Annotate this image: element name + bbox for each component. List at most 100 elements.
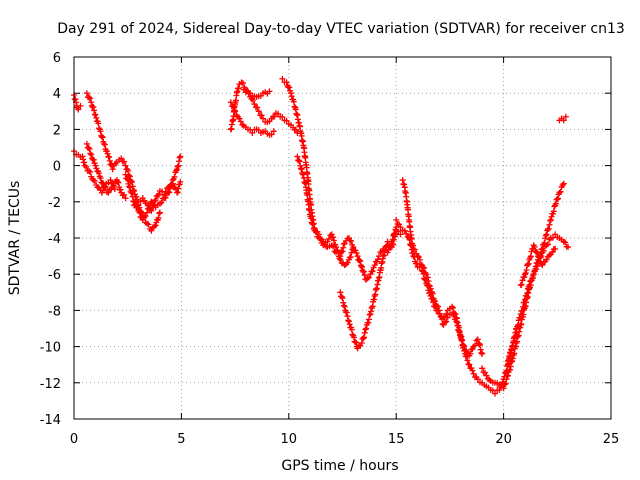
data-point [403, 230, 410, 237]
data-point [88, 151, 95, 158]
data-point [123, 175, 130, 182]
data-point [557, 188, 564, 195]
data-point [177, 153, 184, 160]
data-point [556, 189, 563, 196]
data-point [83, 90, 90, 97]
data-point [87, 95, 94, 102]
data-point [154, 192, 161, 199]
data-point [344, 313, 351, 320]
x-tick-label: 10 [281, 432, 298, 447]
data-point [479, 365, 486, 372]
data-point [348, 249, 355, 256]
data-point [150, 202, 157, 209]
data-point [426, 289, 433, 296]
data-point [544, 241, 551, 248]
data-point [397, 224, 404, 231]
data-point [361, 329, 368, 336]
data-point [459, 337, 466, 344]
data-point [539, 262, 546, 269]
data-point [418, 267, 425, 274]
data-point [114, 178, 121, 185]
data-point [526, 282, 533, 289]
data-point [362, 326, 369, 333]
data-point [158, 199, 165, 206]
y-tick-label: 6 [53, 51, 61, 66]
data-point [234, 88, 241, 95]
data-point [560, 180, 567, 187]
data-point [517, 314, 524, 321]
data-point [177, 178, 184, 185]
data-point [129, 193, 136, 200]
data-point [360, 335, 367, 342]
data-point [249, 130, 256, 137]
data-point [93, 114, 100, 121]
data-point [371, 262, 378, 269]
y-axis-ticks: -14 -12 -10 -8 -6 -4 -2 0 2 4 6 [40, 51, 611, 428]
data-point [271, 113, 278, 120]
data-point [330, 234, 337, 241]
data-point [139, 216, 146, 223]
data-point [330, 237, 337, 244]
data-point [389, 236, 396, 243]
data-point [559, 182, 566, 189]
data-point [251, 101, 258, 108]
data-point [239, 80, 246, 87]
data-point [130, 197, 137, 204]
y-axis-label: SDTVAR / TECUs [7, 181, 23, 296]
data-point [268, 131, 275, 138]
data-point [339, 295, 346, 302]
data-point [363, 325, 370, 332]
data-point [436, 311, 443, 318]
data-point [320, 242, 327, 249]
data-point [560, 117, 567, 124]
data-point [155, 191, 162, 198]
data-point [86, 145, 93, 152]
data-point [420, 270, 427, 277]
data-point [464, 357, 471, 364]
data-point [92, 162, 99, 169]
data-point [133, 202, 140, 209]
data-point [519, 307, 526, 314]
data-point [333, 244, 340, 251]
data-point [391, 230, 398, 237]
data-point [292, 126, 299, 133]
data-point [96, 125, 103, 132]
data-point [148, 227, 155, 234]
data-point [283, 79, 290, 86]
data-point [338, 293, 345, 300]
data-point [505, 357, 512, 364]
data-point [270, 128, 277, 135]
data-point [122, 195, 129, 202]
data-point [75, 106, 82, 113]
data-point [171, 173, 178, 180]
data-point [126, 184, 133, 191]
data-point [548, 213, 555, 220]
data-point [522, 271, 529, 278]
data-point [346, 321, 353, 328]
data-point [339, 248, 346, 255]
data-point [317, 235, 324, 242]
data-point [335, 249, 342, 256]
data-point [106, 154, 113, 161]
y-tick-label: 0 [53, 160, 61, 175]
data-point [99, 134, 106, 141]
data-point [504, 373, 511, 380]
data-point [156, 209, 163, 216]
data-point [381, 252, 388, 259]
data-point [83, 140, 90, 147]
data-point [83, 163, 90, 170]
data-point [357, 258, 364, 265]
data-point [297, 165, 304, 172]
data-point [151, 197, 158, 204]
data-point [294, 153, 301, 160]
data-point [97, 128, 104, 135]
data-point [527, 253, 534, 260]
data-point [231, 104, 238, 111]
data-point [348, 237, 355, 244]
data-point [336, 255, 343, 262]
data-point [443, 318, 450, 325]
data-point [530, 271, 537, 278]
data-point [337, 289, 344, 296]
data-point [423, 282, 430, 289]
